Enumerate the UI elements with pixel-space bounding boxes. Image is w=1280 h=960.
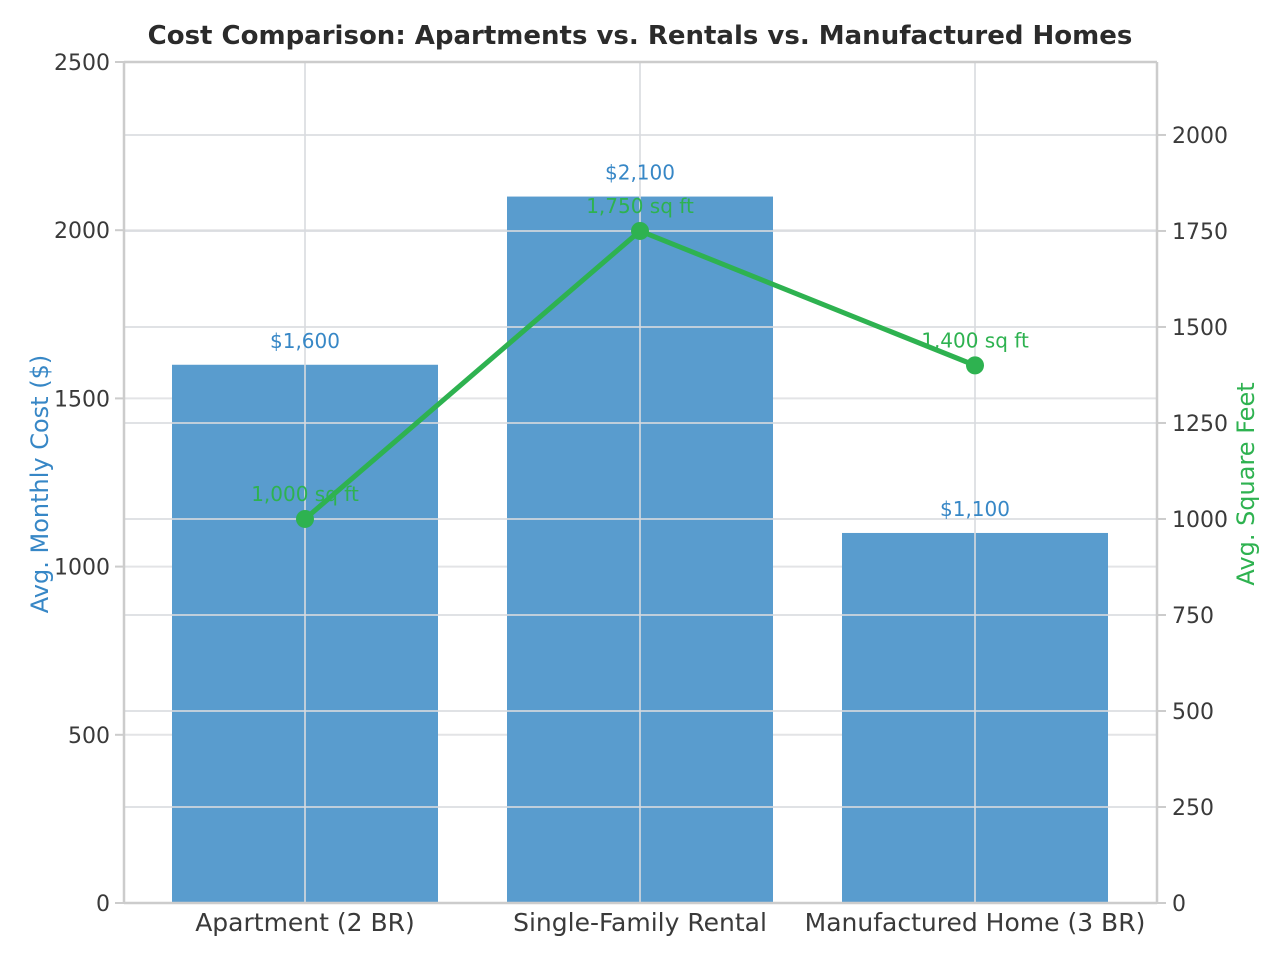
bar-value-label-1: $2,100 [605, 161, 675, 185]
x-tick-label-2: Manufactured Home (3 BR) [805, 908, 1146, 937]
left-tick-label: 2000 [54, 219, 110, 244]
line-marker-0 [296, 509, 314, 528]
line-value-label-2: 1,400 sq ft [921, 328, 1029, 352]
right-tick-label: 1250 [1172, 412, 1228, 437]
left-tick-label: 0 [96, 892, 110, 917]
right-tick-label: 0 [1172, 892, 1186, 917]
chart-title: Cost Comparison: Apartments vs. Rentals … [147, 21, 1133, 51]
right-tick-label: 1000 [1172, 508, 1228, 533]
bar-value-label-2: $1,100 [940, 497, 1010, 521]
right-tick-label: 250 [1172, 796, 1214, 821]
x-tick-label-1: Single-Family Rental [513, 908, 767, 937]
left-tick-label: 500 [68, 724, 110, 749]
line-marker-2 [966, 356, 984, 375]
line-marker-1 [631, 221, 649, 240]
right-tick-label: 2000 [1172, 124, 1228, 149]
bar-value-label-0: $1,600 [270, 329, 340, 353]
left-tick-label: 2500 [54, 51, 110, 76]
right-tick-label: 750 [1172, 604, 1214, 629]
left-tick-label: 1500 [54, 387, 110, 412]
left-tick-label: 1000 [54, 556, 110, 581]
line-value-label-1: 1,750 sq ft [586, 194, 694, 218]
line-value-label-0: 1,000 sq ft [251, 482, 359, 506]
right-tick-label: 500 [1172, 700, 1214, 725]
right-tick-label: 1500 [1172, 316, 1228, 341]
x-tick-label-0: Apartment (2 BR) [195, 908, 415, 937]
right-tick-label: 1750 [1172, 220, 1228, 245]
